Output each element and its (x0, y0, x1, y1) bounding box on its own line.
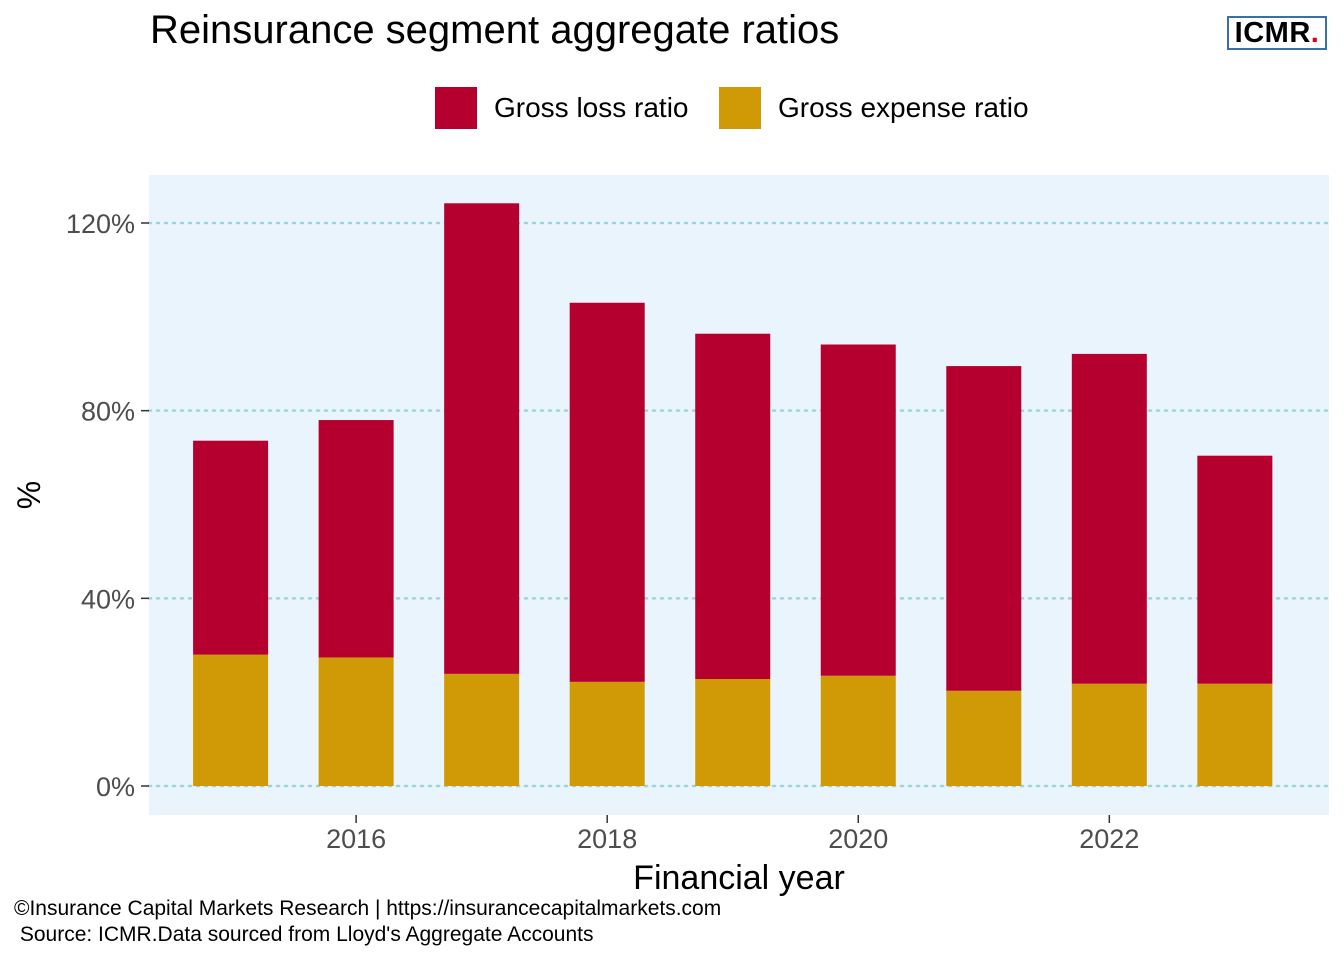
legend-item-expense: Gross expense ratio (719, 86, 1029, 130)
y-tick-label-120: 120% (66, 209, 135, 239)
icmr-logo: ICMR. (1227, 16, 1327, 50)
legend-label-loss: Gross loss ratio (494, 92, 689, 123)
logo-dot: . (1310, 17, 1320, 49)
footer-copyright: ©Insurance Capital Markets Research | ht… (14, 897, 722, 920)
bar-chart: 0% 40% 80% 120% 2016 2018 2020 2022 Financial ye… (11, 175, 1331, 897)
y-tick-label-0: 0% (96, 772, 135, 802)
footer-source: Source: ICMR.Data sourced from Lloyd's A… (14, 923, 594, 946)
bar-loss-2020 (820, 344, 896, 676)
bar-loss-2015 (193, 440, 269, 655)
bar-expense-2019 (695, 679, 771, 786)
bar-loss-2018 (569, 302, 645, 682)
bar-loss-2021 (946, 366, 1022, 691)
legend-item-loss: Gross loss ratio (435, 86, 689, 130)
x-tick-label-2020: 2020 (828, 824, 888, 854)
bar-expense-2018 (569, 681, 645, 786)
legend-swatch-expense (719, 87, 761, 129)
bar-loss-2023 (1197, 455, 1273, 684)
bar-expense-2016 (318, 657, 394, 786)
bar-loss-2019 (695, 333, 771, 680)
x-tick-label-2016: 2016 (326, 824, 386, 854)
legend-label-expense: Gross expense ratio (778, 92, 1029, 123)
bar-loss-2017 (444, 203, 520, 674)
x-tick-label-2018: 2018 (577, 824, 637, 854)
bar-expense-2020 (820, 675, 896, 786)
y-tick-label-40: 40% (81, 584, 135, 614)
bar-loss-2022 (1071, 353, 1147, 684)
bar-expense-2023 (1197, 683, 1273, 786)
x-tick-label-2022: 2022 (1079, 824, 1139, 854)
bar-expense-2021 (946, 690, 1022, 786)
legend-swatch-loss (435, 87, 477, 129)
chart-title: Reinsurance segment aggregate ratios (150, 8, 840, 52)
logo-text: ICMR (1234, 17, 1311, 49)
bar-expense-2015 (193, 654, 269, 786)
x-axis-title: Financial year (633, 859, 845, 897)
y-tick-label-80: 80% (81, 397, 135, 427)
bar-expense-2022 (1071, 683, 1147, 786)
bar-loss-2016 (318, 420, 394, 658)
bar-expense-2017 (444, 673, 520, 786)
y-axis-title: % (11, 481, 47, 509)
chart-legend: Gross loss ratio Gross expense ratio (0, 86, 1344, 130)
